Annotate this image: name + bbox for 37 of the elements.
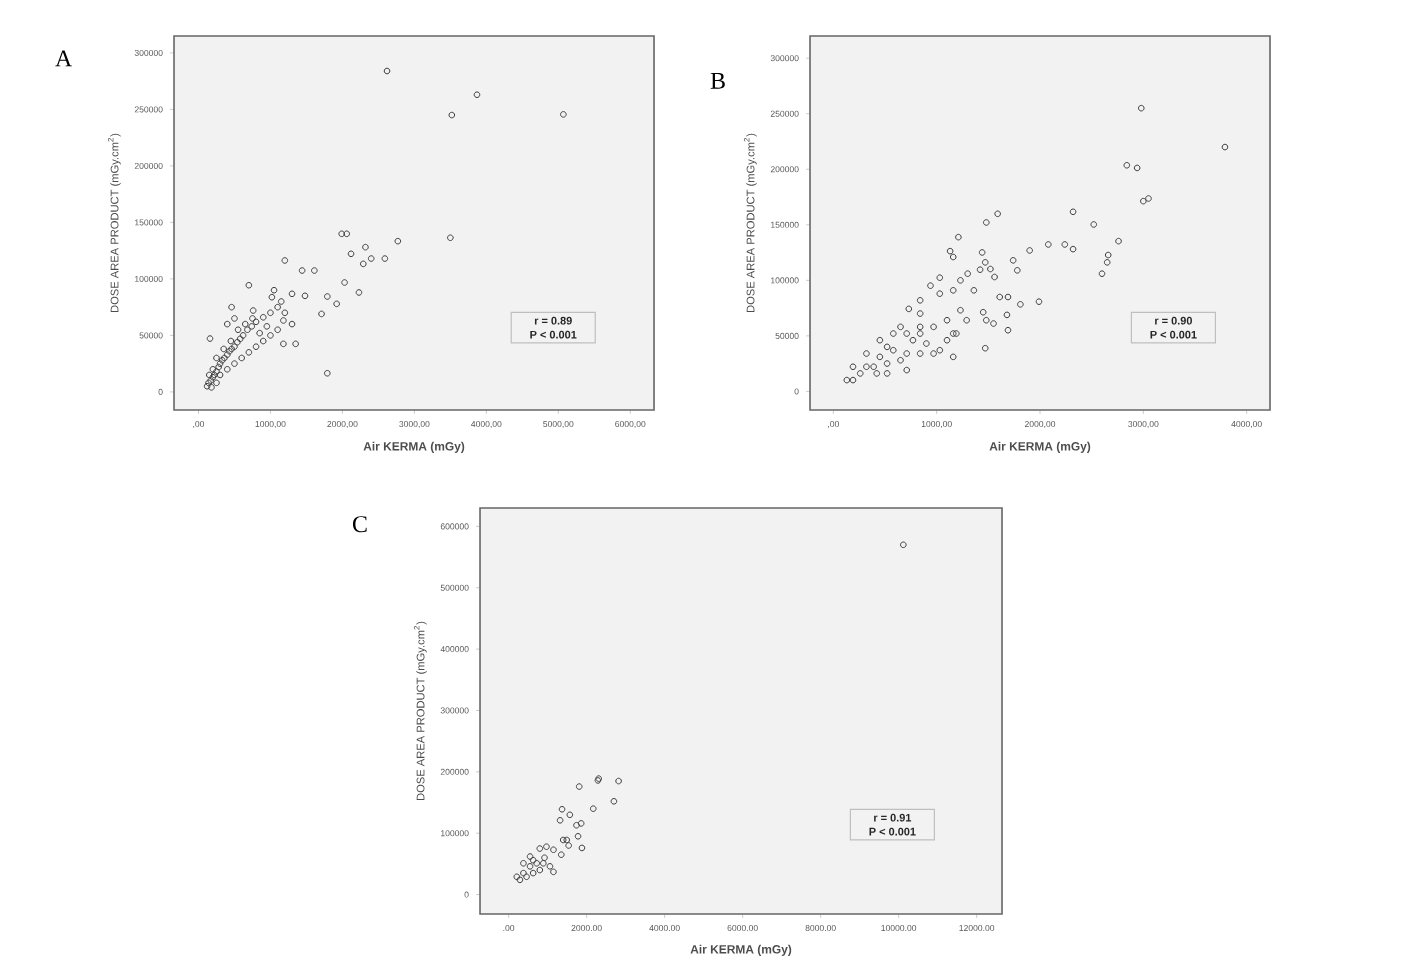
point	[546, 863, 554, 870]
point	[573, 821, 580, 829]
point	[615, 777, 622, 785]
point	[523, 873, 530, 881]
point	[550, 846, 557, 854]
point	[516, 876, 524, 884]
point	[565, 842, 572, 849]
point	[540, 859, 547, 867]
point	[550, 868, 557, 876]
point	[557, 851, 565, 858]
chart-title: A	[55, 50, 73, 67]
point	[520, 869, 527, 877]
point	[900, 541, 907, 549]
point	[610, 798, 618, 805]
point	[574, 832, 582, 840]
point	[589, 805, 597, 812]
point	[577, 820, 585, 827]
point	[541, 854, 548, 862]
point	[520, 859, 527, 867]
point	[526, 853, 534, 860]
point	[558, 805, 566, 813]
point	[556, 817, 564, 824]
chart-title: C	[352, 516, 367, 533]
point	[529, 869, 537, 877]
point	[526, 863, 534, 870]
point	[513, 873, 521, 881]
point	[536, 845, 544, 852]
point	[566, 811, 574, 819]
point	[543, 843, 550, 851]
point	[575, 783, 583, 790]
point	[578, 844, 586, 852]
point	[559, 836, 567, 844]
text: B	[710, 72, 725, 89]
point	[536, 866, 544, 874]
point	[563, 836, 571, 844]
point	[529, 856, 537, 864]
point	[533, 859, 540, 867]
